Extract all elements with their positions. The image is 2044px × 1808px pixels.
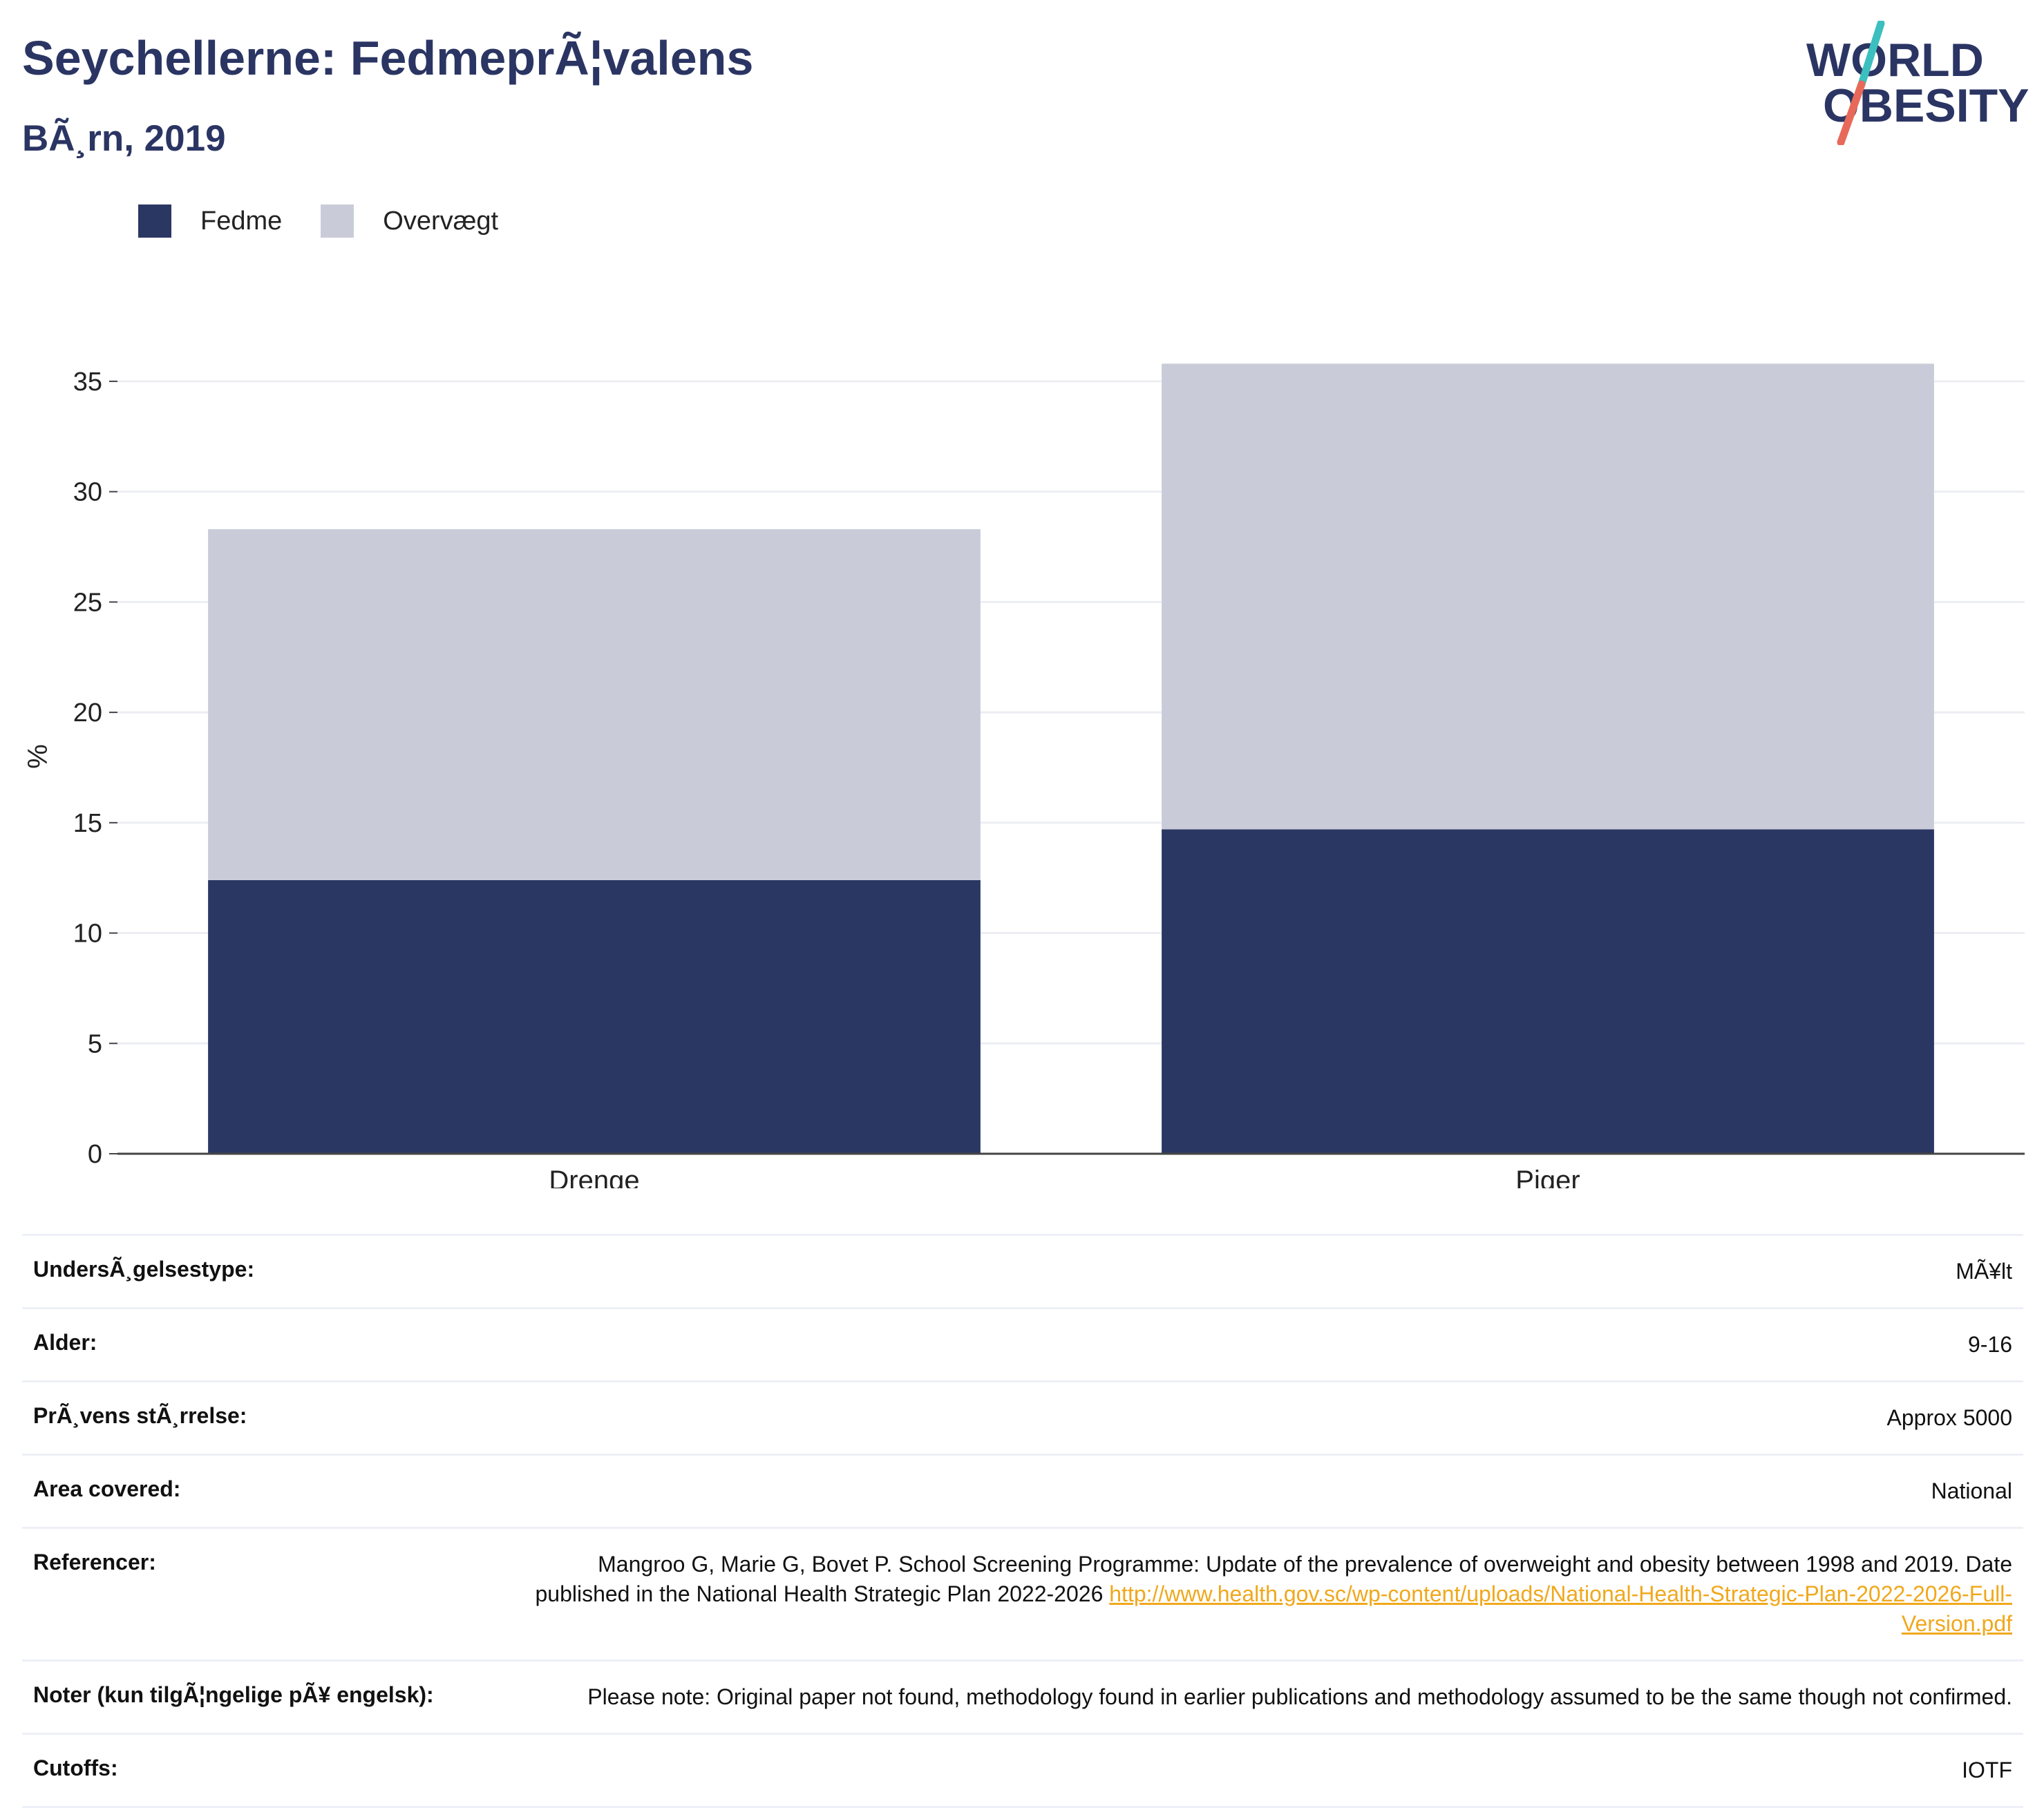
logo-slash-bottom	[1837, 80, 1866, 145]
y-tick-label: 20	[73, 698, 102, 727]
y-tick-label: 25	[73, 588, 102, 617]
legend-label-overvaegt: Overvægt	[383, 206, 499, 236]
y-axis-label: %	[23, 744, 53, 769]
detail-value: Approx 5000	[1886, 1405, 2012, 1430]
detail-row-sample-size: PrÃ¸vens stÃ¸rrelse: Approx 5000	[22, 1380, 2023, 1454]
logo-slash-top	[1857, 21, 1885, 88]
bar-overvaegt-drenge	[208, 529, 981, 880]
reference-link[interactable]: http://www.health.gov.sc/wp-content/uplo…	[1109, 1581, 2012, 1636]
detail-row-age: Alder: 9-16	[22, 1307, 2023, 1380]
x-tick-label: Drenge	[549, 1165, 639, 1188]
reference-text: Mangroo G, Marie G, Bovet P. School Scre…	[535, 1552, 2012, 1606]
detail-value: IOTF	[1962, 1758, 2012, 1782]
y-tick-label: 35	[73, 368, 102, 397]
detail-value-references: Mangroo G, Marie G, Bovet P. School Scre…	[531, 1550, 2012, 1639]
page-subtitle: BÃ¸rn, 2019	[22, 118, 226, 159]
detail-value: 9-16	[1967, 1332, 2012, 1357]
stacked-bar-chart: 0 5 10 15 20 25 30 35% Drenge Piger	[23, 363, 2025, 1188]
world-obesity-logo: WORLD OBESITY	[1806, 21, 2029, 145]
y-tick-label: 15	[73, 809, 102, 838]
detail-key: Noter (kun tilgÃ¦ngelige pÃ¥ engelsk):	[33, 1682, 434, 1707]
details-table: UndersÃ¸gelsestype: MÃ¥lt Alder: 9-16 Pr…	[22, 1234, 2023, 1808]
detail-value: National	[1931, 1478, 2012, 1503]
legend-label-fedme: Fedme	[200, 206, 283, 236]
y-tick-label: 0	[88, 1140, 102, 1169]
detail-key: Referencer:	[33, 1550, 156, 1574]
bar-fedme-piger	[1162, 829, 1934, 1154]
bar-overvaegt-piger	[1162, 363, 1934, 830]
logo-line-1: WORLD	[1806, 34, 1984, 86]
chart-legend: Fedme Overvægt	[138, 204, 537, 238]
detail-key: PrÃ¸vens stÃ¸rrelse:	[33, 1403, 247, 1428]
detail-key: Cutoffs:	[33, 1755, 118, 1780]
detail-row-references: Referencer: Mangroo G, Marie G, Bovet P.…	[22, 1527, 2023, 1659]
detail-key: Alder:	[33, 1330, 97, 1355]
legend-swatch-overvaegt	[321, 204, 354, 238]
detail-row-area: Area covered: National	[22, 1454, 2023, 1527]
detail-key: Area covered:	[33, 1476, 181, 1501]
x-tick-label: Piger	[1515, 1165, 1580, 1188]
bar-fedme-drenge	[208, 879, 981, 1154]
page-title: Seychellerne: FedmeprÃ¦valens	[22, 31, 754, 85]
y-tick-label: 10	[73, 920, 102, 949]
legend-swatch-fedme	[138, 204, 171, 238]
detail-row-notes: Noter (kun tilgÃ¦ngelige pÃ¥ engelsk): P…	[22, 1659, 2023, 1733]
detail-value: Please note: Original paper not found, m…	[587, 1684, 2012, 1709]
detail-row-cutoffs: Cutoffs: IOTF	[22, 1733, 2023, 1808]
detail-row-survey-type: UndersÃ¸gelsestype: MÃ¥lt	[22, 1234, 2023, 1307]
y-tick-label: 30	[73, 478, 102, 507]
detail-value: MÃ¥lt	[1956, 1259, 2012, 1284]
y-tick-label: 5	[88, 1029, 102, 1058]
detail-key: UndersÃ¸gelsestype:	[33, 1257, 255, 1282]
